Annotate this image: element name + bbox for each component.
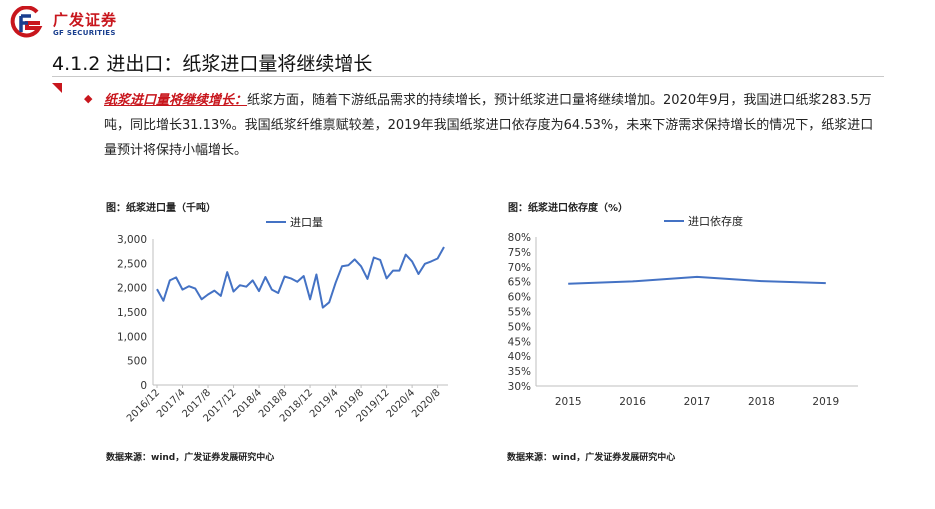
corner-triangle-icon: [52, 83, 62, 93]
y-tick-label: 2,500: [117, 258, 147, 270]
page-title: 4.1.2 进出口：纸浆进口量将继续增长: [52, 53, 373, 75]
chart2-source: 数据来源：wind，广发证券发展研究中心: [507, 453, 676, 463]
y-tick-label: 3,000: [117, 234, 147, 246]
chart1-title: 图：纸浆进口量（千吨）: [106, 203, 216, 214]
x-tick-label: 2018: [748, 396, 775, 408]
y-tick-label: 0: [140, 380, 147, 392]
x-tick-label: 2019: [812, 396, 839, 408]
y-tick-label: 75%: [508, 247, 531, 259]
y-tick-label: 45%: [508, 336, 531, 348]
paragraph-highlight: 纸浆进口量将继续增长：: [104, 93, 248, 108]
y-tick-label: 2,000: [117, 283, 147, 295]
legend-label-import-volume: 进口量: [290, 216, 323, 229]
summary-paragraph: 纸浆进口量将继续增长：纸浆方面，随着下游纸品需求的持续增长，预计纸浆进口量将继续…: [104, 88, 884, 163]
y-tick-label: 1,000: [117, 331, 147, 343]
y-tick-label: 80%: [508, 232, 531, 244]
y-tick-label: 1,500: [117, 307, 147, 319]
x-tick-label: 2020/8: [410, 387, 443, 420]
y-tick-label: 40%: [508, 351, 531, 363]
pulp-import-dependency-chart: 进口依存度 30% 35% 40% 45% 50% 55% 60% 65% 70% 75% 80% 20…: [508, 214, 858, 408]
y-tick-label: 35%: [508, 366, 531, 378]
series-line-import-dependency: [568, 275, 826, 285]
y-tick-label: 65%: [508, 277, 531, 289]
series-line-import-volume: [156, 246, 445, 309]
title-divider: [52, 76, 884, 77]
chart2-title: 图：纸浆进口依存度（%）: [508, 203, 629, 214]
logo-text-cn: 广发证券: [53, 11, 118, 29]
company-logo: 广发证券 GF SECURITIES: [9, 6, 149, 40]
x-tick-label: 2016/12: [125, 387, 162, 424]
y-tick-label: 60%: [508, 292, 531, 304]
x-tick-label: 2015: [555, 396, 582, 408]
gf-logo-icon: [10, 6, 43, 38]
y-tick-label: 50%: [508, 321, 531, 333]
pulp-import-volume-chart: 进口量 0 500 1,000 1,500 2,000 2,500 3,000 2016/12 2…: [117, 216, 448, 424]
legend-label-import-dependency: 进口依存度: [688, 214, 743, 228]
diamond-bullet-icon: ◆: [84, 92, 93, 105]
logo-text-en: GF SECURITIES: [53, 29, 116, 37]
y-tick-label: 500: [127, 356, 147, 368]
chart1-source: 数据来源：wind，广发证券发展研究中心: [106, 453, 275, 463]
y-tick-label: 70%: [508, 262, 531, 274]
y-tick-label: 30%: [508, 381, 531, 393]
paragraph-body: 纸浆方面，随着下游纸品需求的持续增长，预计纸浆进口量将继续增加。2020年9月，…: [104, 93, 874, 158]
x-tick-label: 2016: [619, 396, 646, 408]
y-tick-label: 55%: [508, 307, 531, 319]
x-tick-label: 2017: [684, 396, 711, 408]
